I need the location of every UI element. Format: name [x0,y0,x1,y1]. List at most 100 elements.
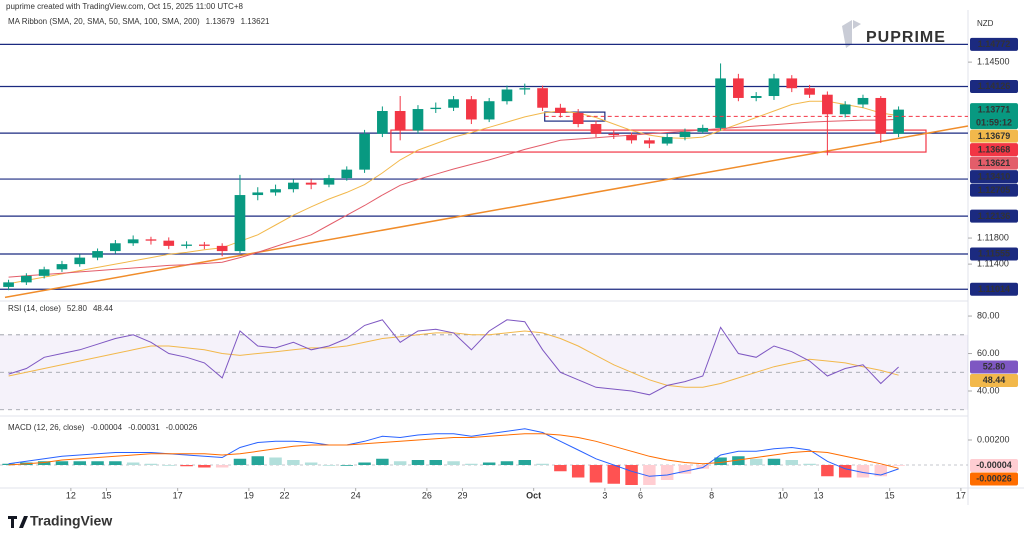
macd-histogram-bar [126,462,140,465]
candle-body [56,264,68,270]
price-label [970,103,1018,130]
level-label [970,209,1018,223]
x-tick-label: 17 [173,490,183,500]
x-tick-label: 8 [709,490,714,500]
macd-histogram-bar [393,461,407,465]
ma-label-text: 1.13679 [978,131,1011,141]
level-label [970,247,1018,261]
macd-histogram-bar [500,461,514,465]
macd-histogram-bar [162,465,175,466]
macd-histogram-bar [304,462,318,465]
legend-title: RSI (14, close) [8,304,61,313]
level-label-text: 1.13668 [978,144,1011,154]
macd-histogram-bar [233,458,247,465]
watermark: PUPRIME [866,29,946,46]
macd-histogram-bar [447,461,460,465]
candle-body [288,182,299,190]
rsi-ma-label-text: 48.44 [983,375,1006,385]
macd-histogram-bar [554,465,567,472]
macd-histogram-bar [571,465,585,478]
candle-body [377,110,388,134]
candle-body [697,127,709,132]
x-tick-label: 15 [885,490,895,500]
x-tick-label: Oct [526,490,541,500]
candle-body [38,269,50,276]
macd-histogram-bar [269,457,282,465]
macd-histogram-bar [482,462,496,465]
macd-histogram-bar [678,465,692,474]
watermark-icon [842,20,861,48]
macd-histogram-bar [643,465,656,485]
candle-body [305,182,317,185]
level-label [970,143,1018,157]
macd-histogram-bar [518,460,532,465]
legend-value: 1.13679 [206,17,235,26]
level-label [970,183,1018,197]
level-label [970,170,1018,184]
candle-body [626,135,637,141]
signal-line [8,433,899,469]
macd-histogram-bar [73,461,86,465]
x-tick-label: 6 [638,490,643,500]
level-label-text: 1.14126 [978,81,1011,91]
macd-histogram-bar [429,460,442,465]
candle-body [394,110,406,131]
macd-histogram-bar [144,463,158,465]
candle-body [110,243,121,252]
y-tick-label: 80.00 [977,310,1000,320]
macd-histogram-bar [376,458,389,465]
legend-value: 52.80 [67,304,88,313]
price-label-text: 01:59:12 [976,117,1012,127]
x-tick-label: 13 [813,490,823,500]
macd-histogram-bar [625,465,638,485]
candle-body [644,140,655,144]
x-tick-label: 12 [66,490,76,500]
macd-histogram-bar [465,463,478,465]
candle-body [537,88,548,108]
candle-body [572,112,584,125]
y-tick-label: 60.00 [977,348,1000,358]
level-label-text: 1.12705 [978,185,1011,195]
ma-label-text: 1.13621 [978,158,1011,168]
candle-body [412,109,424,131]
candle-body [252,192,264,196]
ma-label [970,156,1018,170]
candle-body [501,89,513,102]
x-tick-label: 26 [422,490,432,500]
currency: NZD [977,19,994,28]
macd-histogram-bar [287,460,300,465]
candle-body [839,104,851,115]
x-tick-label: 29 [457,490,467,500]
candle-body [145,239,157,241]
y-tick-label: 1.11400 [977,258,1009,268]
macd-histogram-bar [874,465,888,477]
candle-body [608,133,620,136]
level-label-text: 1.11555 [978,249,1010,259]
macd-histogram-bar [536,463,549,465]
y-tick-label: 0.00200 [977,434,1010,444]
candle-body [359,133,370,170]
macd-histogram-bar [838,465,852,478]
candle-body [127,239,139,244]
macd-histogram-bar [892,465,905,466]
macd-histogram-bar [607,465,621,484]
macd-histogram-bar [251,456,264,465]
trendline [4,125,969,299]
macd-histogram-bar [749,458,763,465]
x-tick-label: 15 [101,490,111,500]
macd-histogram-bar [322,465,336,466]
x-tick-label: 10 [778,490,788,500]
level-label-text: 1.13410 [978,171,1011,181]
macd-histogram-bar [803,463,816,465]
macd-histogram-bar [109,461,122,465]
level-label-text: 1.14772 [978,39,1011,49]
candle-body [92,251,103,258]
candle-body [163,240,175,246]
candle-body [181,244,192,246]
candle-body [679,131,691,138]
hist-label [970,459,1018,472]
macd-histogram-bar [2,463,15,465]
level-label [970,37,1018,51]
macd-histogram-bar [856,465,870,478]
